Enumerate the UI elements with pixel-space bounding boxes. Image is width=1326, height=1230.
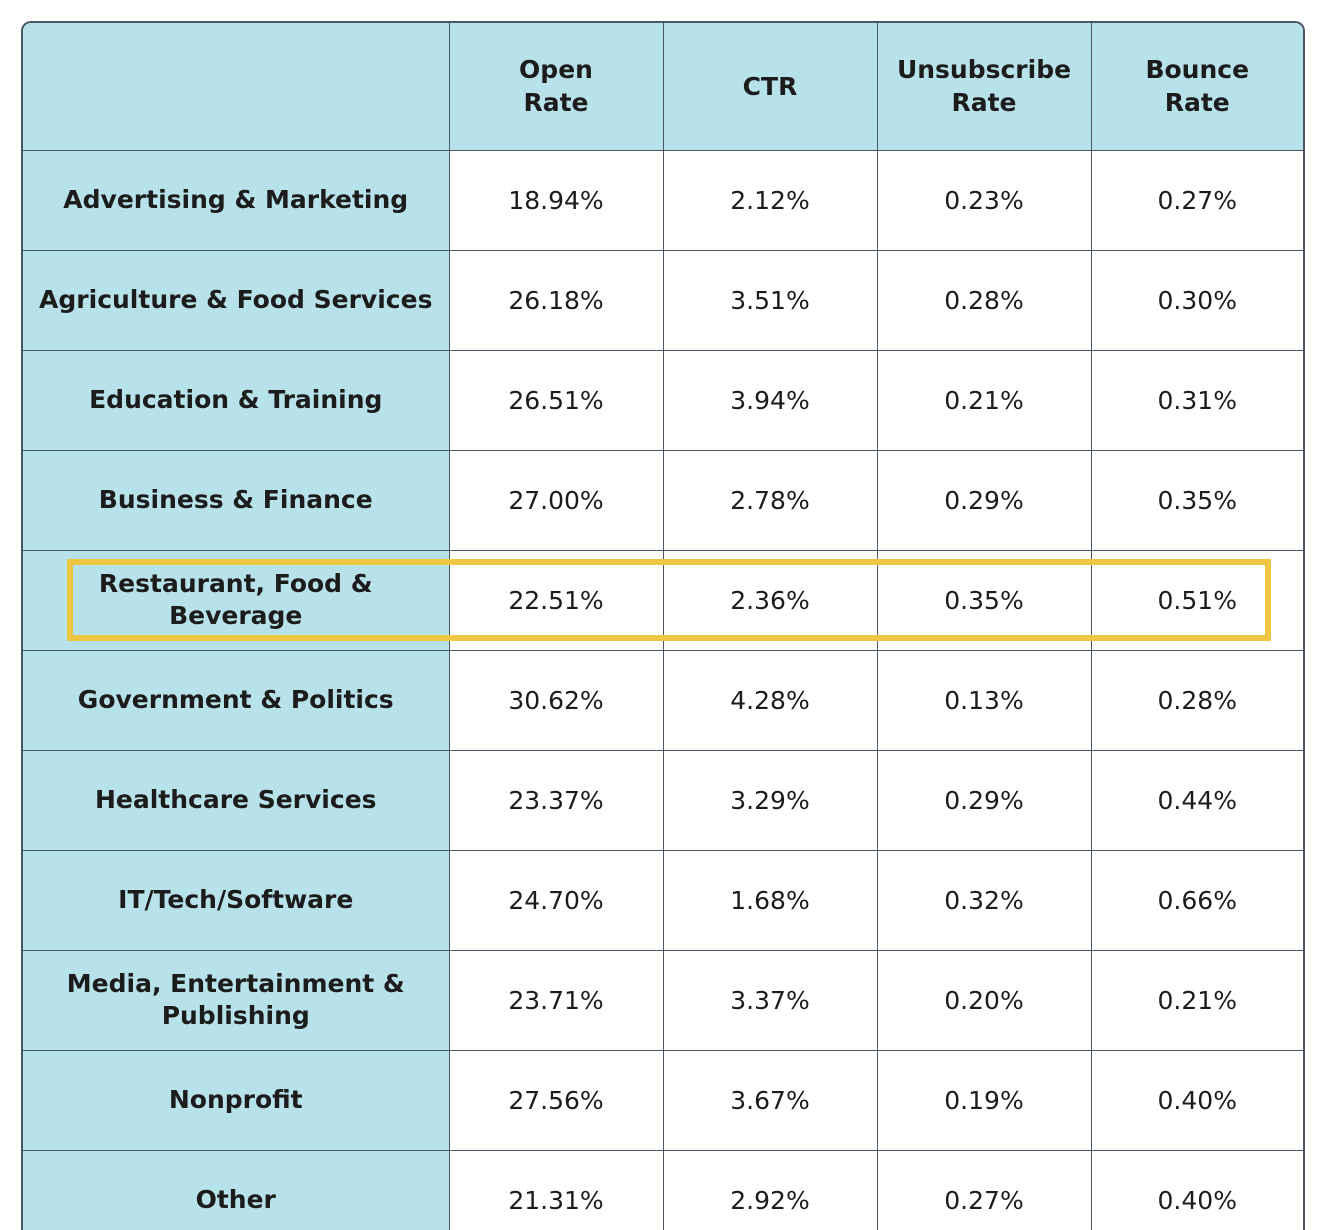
open-rate-cell: 27.00% xyxy=(448,449,664,551)
bounce-rate-cell: 0.21% xyxy=(1090,949,1303,1051)
table-row: Nonprofit 27.56% 3.67% 0.19% 0.40% xyxy=(23,1049,1303,1151)
ctr-cell: 3.37% xyxy=(662,949,878,1051)
industry-cell: Restaurant, Food & Beverage xyxy=(23,549,450,651)
table-row: Business & Finance 27.00% 2.78% 0.29% 0.35% xyxy=(23,449,1303,551)
table-row: Healthcare Services 23.37% 3.29% 0.29% 0.44% xyxy=(23,749,1303,851)
open-rate-cell: 18.94% xyxy=(448,149,664,251)
unsubscribe-rate-cell: 0.13% xyxy=(876,649,1092,751)
email-benchmark-table: Open Rate CTR Unsubscribe Rate Bounce Rate … xyxy=(23,23,1303,1230)
bounce-rate-cell: 0.35% xyxy=(1090,449,1303,551)
header-open-rate: Open Rate xyxy=(448,23,664,151)
table-row: Agriculture & Food Services 26.18% 3.51% 0.… xyxy=(23,249,1303,351)
bounce-rate-cell: 0.40% xyxy=(1090,1149,1303,1230)
header-ctr-label: CTR xyxy=(742,71,798,101)
table-row: Restaurant, Food & Beverage 22.51% 2.36% 0.… xyxy=(23,549,1303,651)
unsubscribe-rate-cell: 0.21% xyxy=(876,349,1092,451)
bounce-rate-cell: 0.51% xyxy=(1090,549,1303,651)
header-blank xyxy=(23,23,450,151)
bounce-rate-cell: 0.44% xyxy=(1090,749,1303,851)
table-body: Advertising & Marketing 18.94% 2.12% 0.23% 0… xyxy=(23,149,1303,1230)
industry-cell: Government & Politics xyxy=(23,649,450,751)
unsubscribe-rate-cell: 0.32% xyxy=(876,849,1092,951)
table-row: IT/Tech/Software 24.70% 1.68% 0.32% 0.66% xyxy=(23,849,1303,951)
ctr-cell: 3.94% xyxy=(662,349,878,451)
table-row: Government & Politics 30.62% 4.28% 0.13% 0.2… xyxy=(23,649,1303,751)
ctr-cell: 2.78% xyxy=(662,449,878,551)
open-rate-cell: 23.71% xyxy=(448,949,664,1051)
ctr-cell: 4.28% xyxy=(662,649,878,751)
ctr-cell: 3.67% xyxy=(662,1049,878,1151)
open-rate-cell: 26.18% xyxy=(448,249,664,351)
industry-cell: Media, Entertainment & Publishing xyxy=(23,949,450,1051)
industry-cell: Healthcare Services xyxy=(23,749,450,851)
open-rate-cell: 26.51% xyxy=(448,349,664,451)
unsubscribe-rate-cell: 0.28% xyxy=(876,249,1092,351)
industry-cell: Advertising & Marketing xyxy=(23,149,450,251)
benchmark-table-container: Open Rate CTR Unsubscribe Rate Bounce Rate … xyxy=(21,21,1305,1230)
bounce-rate-cell: 0.40% xyxy=(1090,1049,1303,1151)
open-rate-cell: 30.62% xyxy=(448,649,664,751)
open-rate-cell: 27.56% xyxy=(448,1049,664,1151)
bounce-rate-cell: 0.27% xyxy=(1090,149,1303,251)
open-rate-cell: 21.31% xyxy=(448,1149,664,1230)
table-row: Advertising & Marketing 18.94% 2.12% 0.23% 0… xyxy=(23,149,1303,251)
open-rate-cell: 23.37% xyxy=(448,749,664,851)
ctr-cell: 2.92% xyxy=(662,1149,878,1230)
table-row: Other 21.31% 2.92% 0.27% 0.40% xyxy=(23,1149,1303,1230)
unsubscribe-rate-cell: 0.23% xyxy=(876,149,1092,251)
bounce-rate-cell: 0.31% xyxy=(1090,349,1303,451)
ctr-cell: 2.36% xyxy=(662,549,878,651)
unsubscribe-rate-cell: 0.20% xyxy=(876,949,1092,1051)
table-row: Media, Entertainment & Publishing 23.71% 3… xyxy=(23,949,1303,1051)
header-ctr: CTR xyxy=(662,23,878,151)
table-header-row: Open Rate CTR Unsubscribe Rate Bounce Rate xyxy=(23,23,1303,151)
bounce-rate-cell: 0.28% xyxy=(1090,649,1303,751)
header-open-rate-label: Open Rate xyxy=(519,55,593,118)
unsubscribe-rate-cell: 0.35% xyxy=(876,549,1092,651)
unsubscribe-rate-cell: 0.19% xyxy=(876,1049,1092,1151)
bounce-rate-cell: 0.66% xyxy=(1090,849,1303,951)
ctr-cell: 3.51% xyxy=(662,249,878,351)
header-bounce-rate: Bounce Rate xyxy=(1090,23,1303,151)
header-unsubscribe-rate-label: Unsubscribe Rate xyxy=(896,55,1072,118)
ctr-cell: 3.29% xyxy=(662,749,878,851)
open-rate-cell: 24.70% xyxy=(448,849,664,951)
industry-cell: Business & Finance xyxy=(23,449,450,551)
industry-cell: Education & Training xyxy=(23,349,450,451)
header-bounce-rate-label: Bounce Rate xyxy=(1145,55,1250,118)
ctr-cell: 2.12% xyxy=(662,149,878,251)
unsubscribe-rate-cell: 0.27% xyxy=(876,1149,1092,1230)
bounce-rate-cell: 0.30% xyxy=(1090,249,1303,351)
industry-cell: Agriculture & Food Services xyxy=(23,249,450,351)
industry-cell: Nonprofit xyxy=(23,1049,450,1151)
unsubscribe-rate-cell: 0.29% xyxy=(876,749,1092,851)
industry-cell: IT/Tech/Software xyxy=(23,849,450,951)
ctr-cell: 1.68% xyxy=(662,849,878,951)
table-row: Education & Training 26.51% 3.94% 0.21% 0.31… xyxy=(23,349,1303,451)
header-unsubscribe-rate: Unsubscribe Rate xyxy=(876,23,1092,151)
industry-cell: Other xyxy=(23,1149,450,1230)
unsubscribe-rate-cell: 0.29% xyxy=(876,449,1092,551)
open-rate-cell: 22.51% xyxy=(448,549,664,651)
